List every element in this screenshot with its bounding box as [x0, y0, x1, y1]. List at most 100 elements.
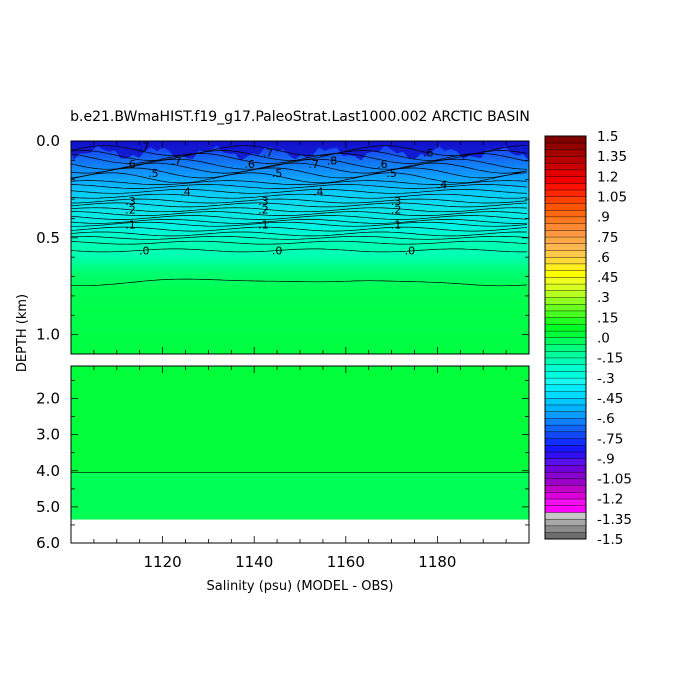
- colorbar-swatch: [544, 236, 587, 244]
- colorbar-label: .3: [597, 290, 610, 306]
- contour-line: [70, 202, 528, 208]
- colorbar-swatch: [544, 505, 587, 513]
- colorbar-label: -.75: [597, 431, 623, 447]
- contour-line: [70, 221, 528, 227]
- colorbar-swatch: [544, 270, 587, 278]
- colorbar-label: -.3: [597, 371, 615, 387]
- contour-label: .7: [171, 154, 182, 167]
- colorbar-label: 1.5: [597, 129, 618, 145]
- colorbar-swatch: [544, 243, 587, 251]
- x-tick-label: 1160: [327, 553, 365, 571]
- y-tick-label: 5.0: [36, 498, 60, 516]
- colorbar-swatch: [544, 431, 587, 439]
- contour-label: .2: [258, 204, 269, 217]
- colorbar-swatch: [544, 330, 587, 338]
- contour-line: [70, 188, 528, 194]
- contour-line: [70, 235, 528, 240]
- contour-line: [70, 248, 527, 253]
- colorbar-label: -.9: [597, 451, 615, 467]
- colorbar-swatch: [544, 135, 587, 144]
- contour-label: .6: [377, 158, 388, 171]
- colorbar-swatch: [544, 297, 587, 305]
- colorbar-swatch: [544, 276, 587, 285]
- colorbar-label: -.6: [597, 411, 615, 427]
- colorbar-label: -1.2: [597, 492, 623, 508]
- contour-line: [70, 215, 528, 220]
- colorbar-swatch: [544, 471, 587, 480]
- contour-label: .7: [263, 147, 274, 160]
- y-tick-label: 2.0: [36, 390, 60, 408]
- colorbar-label: .75: [597, 230, 618, 246]
- colorbar-swatch: [544, 263, 587, 271]
- colorbar-label: 1.35: [597, 149, 627, 165]
- y-tick-label: 4.0: [36, 462, 60, 480]
- colorbar-label: .6: [597, 250, 610, 266]
- colorbar-swatch: [544, 256, 587, 265]
- contour-line: [70, 193, 528, 199]
- contour-label: .5: [148, 167, 159, 180]
- colorbar-swatch: [544, 444, 587, 453]
- colorbar-swatch: [544, 310, 587, 318]
- contour-label: .1: [391, 218, 402, 231]
- colorbar-swatch: [544, 182, 587, 191]
- contour-label: .3: [391, 195, 402, 208]
- colorbar-label: -1.05: [597, 472, 632, 488]
- colorbar-swatch: [544, 404, 587, 412]
- colorbar-swatch: [544, 511, 587, 520]
- contour-label: .4: [313, 185, 324, 198]
- colorbar-swatch: [544, 357, 587, 365]
- contour-label: .6: [244, 158, 255, 171]
- contour-label: .1: [125, 218, 136, 231]
- colorbar-frame: [544, 135, 587, 540]
- colorbar-swatch: [544, 196, 587, 204]
- colorbar-swatch: [544, 290, 587, 298]
- colorbar-swatch: [544, 209, 587, 218]
- contour-label: .2: [391, 204, 402, 217]
- contour-label: .1: [258, 218, 269, 231]
- contour-label: .6: [125, 158, 136, 171]
- colorbar-swatch: [544, 424, 587, 433]
- colorbar-swatch: [544, 370, 587, 379]
- contour-line: [70, 278, 528, 287]
- contour-line: [70, 145, 527, 157]
- colorbar-swatch: [544, 458, 587, 466]
- contour-label: .7: [308, 158, 319, 171]
- x-axis-label: Salinity (psu) (MODEL - OBS): [207, 579, 394, 594]
- colorbar-label: -.45: [597, 391, 623, 407]
- contour-line: [70, 153, 528, 164]
- colorbar-swatch: [544, 518, 587, 527]
- colorbar-swatch: [544, 478, 587, 486]
- y-tick-label: 0.0: [36, 132, 60, 150]
- lower-panel-deep-fill: [71, 472, 529, 520]
- x-tick-label: 1140: [235, 553, 273, 571]
- contour-label: .0: [139, 244, 150, 257]
- contour-line: [70, 207, 528, 213]
- colorbar-swatch: [544, 438, 587, 446]
- y-axis-label: DEPTH (km): [15, 294, 30, 372]
- colorbar-swatch: [544, 350, 587, 359]
- contour-label: .4: [180, 185, 191, 198]
- colorbar-label: -1.5: [597, 532, 623, 548]
- chart-title: b.e21.BWmaHIST.f19_g17.PaleoStrat.Last10…: [70, 109, 530, 125]
- x-tick-label: 1180: [418, 553, 456, 571]
- contour-label: .0: [272, 244, 283, 257]
- y-tick-label: 0.5: [36, 229, 60, 247]
- colorbar-swatch: [544, 451, 587, 459]
- colorbar-swatch: [544, 377, 587, 386]
- colorbar-swatch: [544, 169, 587, 177]
- colorbar-swatch: [544, 411, 587, 419]
- contour-line: [70, 162, 528, 174]
- contour-label: .0: [405, 244, 416, 257]
- contour-label: .3: [125, 195, 136, 208]
- contour-line: [70, 184, 528, 189]
- contour-line: [70, 226, 528, 232]
- colorbar: 1.5 1.35 1.2 1.05 .9 .75 .6 .45 .3 .15 .0 -.15 -.3 -.…: [544, 129, 632, 548]
- colorbar-swatch: [544, 485, 587, 493]
- contour-line: [71, 211, 528, 216]
- contour-line: [71, 198, 528, 204]
- colorbar-swatch: [544, 317, 587, 325]
- y-tick-label: 3.0: [36, 426, 60, 444]
- contour-label: .6: [423, 147, 434, 160]
- colorbar-swatch: [544, 303, 587, 312]
